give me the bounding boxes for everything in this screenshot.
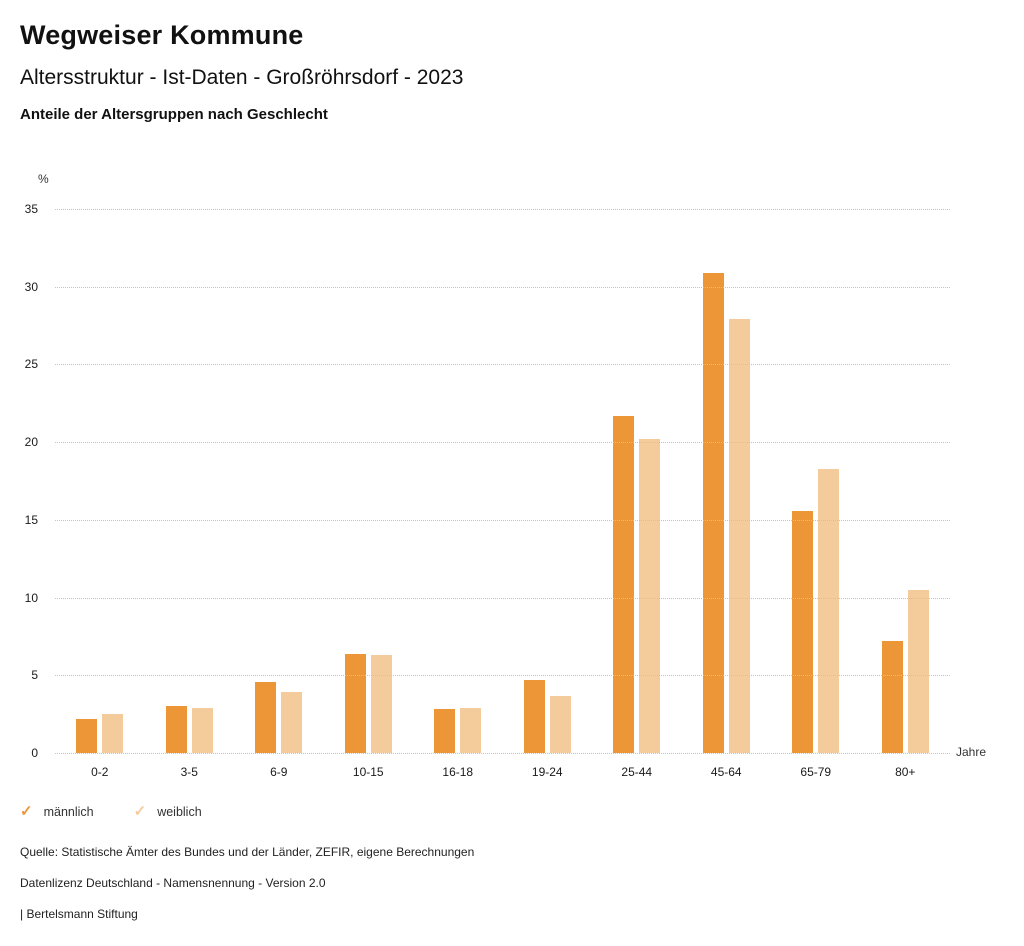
x-tick-label-45-64: 45-64 — [710, 765, 742, 779]
y-tick-label-0: 0 — [31, 746, 38, 760]
bar-männlich-10-15[interactable] — [344, 653, 366, 753]
x-tick-label-6-9: 6-9 — [270, 765, 288, 779]
gridline-10 — [55, 597, 950, 599]
page-title: Wegweiser Kommune — [20, 20, 304, 50]
plot-area: % 0 5 10 15 20 25 30 35 — [25, 172, 950, 760]
gridline-0 — [55, 753, 950, 754]
legend-label: männlich — [43, 804, 94, 819]
bar-männlich-45-64[interactable] — [702, 272, 724, 753]
bar-group-16-18 — [413, 209, 503, 753]
bar-group-10-15 — [324, 209, 414, 753]
footer-license: Datenlizenz Deutschland - Namensnennung … — [20, 876, 326, 890]
gridline-35 — [55, 209, 950, 210]
legend-label: weiblich — [157, 804, 202, 819]
gridline-25 — [55, 364, 950, 366]
bar-männlich-65-79[interactable] — [792, 510, 814, 753]
bar-group-45-64 — [682, 209, 772, 753]
checkmark-icon: ✓ — [20, 803, 33, 820]
bar-weiblich-80+[interactable] — [907, 589, 929, 753]
x-axis-labels: 0-2 3-5 6-9 10-15 16-18 19-24 25-44 45-64 65-79 8… — [55, 765, 950, 779]
bar-weiblich-65-79[interactable] — [818, 468, 840, 753]
footer-attribution: | Bertelsmann Stiftung — [20, 907, 138, 921]
bar-weiblich-45-64[interactable] — [728, 319, 750, 753]
bar-group-25-44 — [592, 209, 682, 753]
y-tick-label-25: 25 — [24, 357, 38, 372]
y-axis-unit-label: % — [38, 172, 49, 186]
gridline-5 — [55, 675, 950, 677]
bar-männlich-16-18[interactable] — [434, 709, 456, 753]
bar-männlich-3-5[interactable] — [165, 706, 187, 753]
bar-group-65-79 — [771, 209, 861, 753]
bar-weiblich-0-2[interactable] — [102, 714, 124, 753]
checkmark-icon: ✓ — [133, 803, 147, 820]
y-tick-label-15: 15 — [24, 512, 38, 527]
gridline-15 — [55, 519, 950, 521]
bar-männlich-0-2[interactable] — [76, 718, 98, 753]
chart-subtitle: Altersstruktur - Ist-Daten - Großröhrsdo… — [20, 66, 464, 89]
bar-weiblich-16-18[interactable] — [460, 707, 482, 753]
y-tick-label-30: 30 — [24, 279, 38, 294]
bar-group-3-5 — [145, 209, 235, 753]
gridline-20 — [55, 442, 950, 444]
chart-caption: Anteile der Altersgruppen nach Geschlech… — [20, 106, 328, 123]
bar-männlich-80+[interactable] — [881, 641, 903, 753]
bar-group-6-9 — [234, 209, 324, 753]
x-tick-label-80+: 80+ — [895, 765, 916, 779]
footer-source: Quelle: Statistische Ämter des Bundes un… — [20, 845, 475, 859]
y-tick-label-10: 10 — [24, 590, 38, 605]
bar-group-0-2 — [55, 209, 145, 753]
bar-männlich-25-44[interactable] — [613, 415, 635, 753]
y-tick-label-20: 20 — [24, 435, 38, 450]
bar-group-80+ — [861, 209, 951, 753]
x-tick-label-3-5: 3-5 — [180, 765, 198, 779]
legend: ✓ männlich ✓ weiblich — [20, 804, 202, 819]
legend-item-weiblich[interactable]: ✓ weiblich — [134, 804, 202, 819]
bar-männlich-6-9[interactable] — [255, 681, 277, 753]
x-tick-label-16-18: 16-18 — [442, 765, 474, 779]
bar-weiblich-19-24[interactable] — [549, 695, 571, 753]
gridline-30 — [55, 286, 950, 288]
x-tick-label-10-15: 10-15 — [352, 765, 384, 779]
bar-group-19-24 — [503, 209, 593, 753]
bar-weiblich-10-15[interactable] — [370, 655, 392, 753]
x-tick-label-65-79: 65-79 — [800, 765, 832, 779]
bars — [55, 209, 950, 753]
bar-weiblich-25-44[interactable] — [639, 439, 661, 753]
bar-männlich-19-24[interactable] — [523, 679, 545, 753]
x-tick-label-0-2: 0-2 — [91, 765, 109, 779]
y-tick-label-35: 35 — [24, 202, 38, 216]
bar-weiblich-3-5[interactable] — [191, 707, 213, 753]
x-tick-label-25-44: 25-44 — [621, 765, 653, 779]
y-tick-label-5: 5 — [31, 668, 38, 683]
x-tick-label-19-24: 19-24 — [531, 765, 563, 779]
x-axis-unit-label: Jahre — [956, 745, 987, 759]
legend-item-männlich[interactable]: ✓ männlich — [20, 804, 94, 819]
bar-weiblich-6-9[interactable] — [281, 692, 303, 753]
